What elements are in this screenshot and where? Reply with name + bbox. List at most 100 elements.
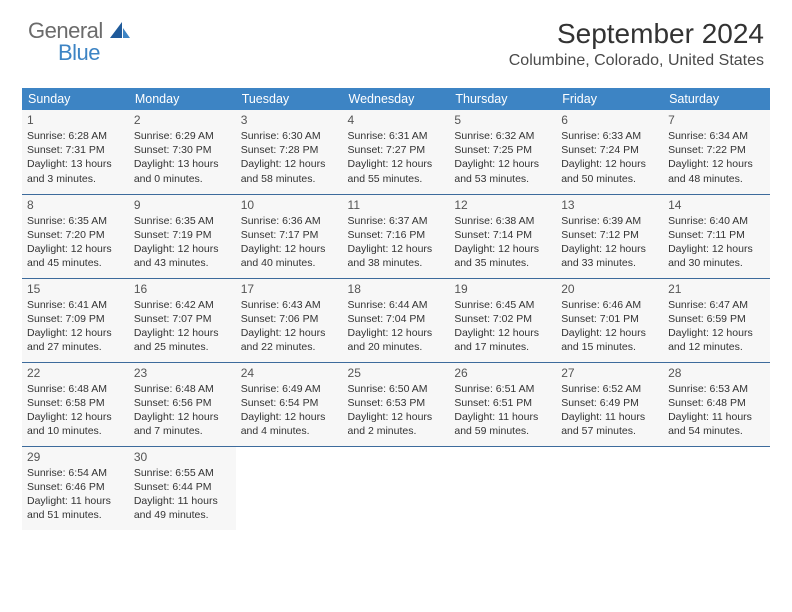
daylight-line: Daylight: 12 hours and 10 minutes. [27, 410, 124, 438]
daylight-line: Daylight: 12 hours and 4 minutes. [241, 410, 338, 438]
sunset-line: Sunset: 7:06 PM [241, 312, 338, 326]
sunset-line: Sunset: 7:14 PM [454, 228, 551, 242]
sunrise-line: Sunrise: 6:55 AM [134, 466, 231, 480]
sunset-line: Sunset: 7:12 PM [561, 228, 658, 242]
sunrise-line: Sunrise: 6:47 AM [668, 298, 765, 312]
day-number: 27 [561, 366, 658, 380]
sunrise-line: Sunrise: 6:33 AM [561, 129, 658, 143]
calendar-day-cell: 30Sunrise: 6:55 AMSunset: 6:44 PMDayligh… [129, 446, 236, 530]
day-number: 1 [27, 113, 124, 127]
weekday-header: Wednesday [343, 88, 450, 110]
calendar-day-cell: 15Sunrise: 6:41 AMSunset: 7:09 PMDayligh… [22, 278, 129, 362]
sunset-line: Sunset: 7:01 PM [561, 312, 658, 326]
sunset-line: Sunset: 6:53 PM [348, 396, 445, 410]
daylight-line: Daylight: 11 hours and 57 minutes. [561, 410, 658, 438]
calendar-week-row: 22Sunrise: 6:48 AMSunset: 6:58 PMDayligh… [22, 362, 770, 446]
sunrise-line: Sunrise: 6:31 AM [348, 129, 445, 143]
sunrise-line: Sunrise: 6:46 AM [561, 298, 658, 312]
daylight-line: Daylight: 12 hours and 17 minutes. [454, 326, 551, 354]
calendar-empty-cell [556, 446, 663, 530]
day-number: 2 [134, 113, 231, 127]
daylight-line: Daylight: 12 hours and 55 minutes. [348, 157, 445, 185]
sunrise-line: Sunrise: 6:40 AM [668, 214, 765, 228]
daylight-line: Daylight: 12 hours and 27 minutes. [27, 326, 124, 354]
calendar-day-cell: 13 Sunrise: 6:39 AMSunset: 7:12 PMDayligh… [556, 194, 663, 278]
logo-sail-icon [110, 22, 132, 38]
calendar-empty-cell [343, 446, 450, 530]
day-number: 9 [134, 198, 231, 212]
daylight-line: Daylight: 12 hours and 50 minutes. [561, 157, 658, 185]
calendar-table: SundayMondayTuesdayWednesdayThursdayFrid… [22, 88, 770, 530]
daylight-line: Daylight: 12 hours and 33 minutes. [561, 242, 658, 270]
calendar-empty-cell [449, 446, 556, 530]
daylight-line: Daylight: 12 hours and 38 minutes. [348, 242, 445, 270]
day-number: 3 [241, 113, 338, 127]
daylight-line: Daylight: 12 hours and 15 minutes. [561, 326, 658, 354]
sunset-line: Sunset: 7:27 PM [348, 143, 445, 157]
day-number: 10 [241, 198, 338, 212]
sunset-line: Sunset: 6:51 PM [454, 396, 551, 410]
sunrise-line: Sunrise: 6:50 AM [348, 382, 445, 396]
calendar-day-cell: 14Sunrise: 6:40 AMSunset: 7:11 PMDayligh… [663, 194, 770, 278]
daylight-line: Daylight: 12 hours and 35 minutes. [454, 242, 551, 270]
daylight-line: Daylight: 12 hours and 48 minutes. [668, 157, 765, 185]
sunset-line: Sunset: 6:56 PM [134, 396, 231, 410]
sunset-line: Sunset: 7:02 PM [454, 312, 551, 326]
sunset-line: Sunset: 7:17 PM [241, 228, 338, 242]
weekday-header-row: SundayMondayTuesdayWednesdayThursdayFrid… [22, 88, 770, 110]
day-number: 20 [561, 282, 658, 296]
daylight-line: Daylight: 12 hours and 53 minutes. [454, 157, 551, 185]
calendar-day-cell: 7Sunrise: 6:34 AMSunset: 7:22 PMDaylight… [663, 110, 770, 194]
sunset-line: Sunset: 6:46 PM [27, 480, 124, 494]
calendar-week-row: 1Sunrise: 6:28 AMSunset: 7:31 PMDaylight… [22, 110, 770, 194]
daylight-line: Daylight: 11 hours and 49 minutes. [134, 494, 231, 522]
daylight-line: Daylight: 11 hours and 59 minutes. [454, 410, 551, 438]
calendar-day-cell: 20 Sunrise: 6:46 AMSunset: 7:01 PMDayligh… [556, 278, 663, 362]
calendar-empty-cell [236, 446, 343, 530]
sunrise-line: Sunrise: 6:48 AM [134, 382, 231, 396]
calendar-week-row: 15Sunrise: 6:41 AMSunset: 7:09 PMDayligh… [22, 278, 770, 362]
daylight-line: Daylight: 12 hours and 30 minutes. [668, 242, 765, 270]
sunset-line: Sunset: 6:49 PM [561, 396, 658, 410]
calendar-day-cell: 11Sunrise: 6:37 AMSunset: 7:16 PMDayligh… [343, 194, 450, 278]
sunrise-line: Sunrise: 6:45 AM [454, 298, 551, 312]
day-number: 26 [454, 366, 551, 380]
day-number: 4 [348, 113, 445, 127]
day-number: 8 [27, 198, 124, 212]
sunset-line: Sunset: 6:54 PM [241, 396, 338, 410]
sunset-line: Sunset: 7:22 PM [668, 143, 765, 157]
weekday-header: Sunday [22, 88, 129, 110]
calendar-day-cell: 23Sunrise: 6:48 AMSunset: 6:56 PMDayligh… [129, 362, 236, 446]
sunset-line: Sunset: 7:11 PM [668, 228, 765, 242]
sunrise-line: Sunrise: 6:35 AM [134, 214, 231, 228]
day-number: 15 [27, 282, 124, 296]
day-number: 6 [561, 113, 658, 127]
logo-text-blue: Blue [58, 40, 100, 65]
calendar-day-cell: 3Sunrise: 6:30 AMSunset: 7:28 PMDaylight… [236, 110, 343, 194]
day-number: 28 [668, 366, 765, 380]
day-number: 21 [668, 282, 765, 296]
daylight-line: Daylight: 11 hours and 54 minutes. [668, 410, 765, 438]
day-number: 13 [561, 198, 658, 212]
sunset-line: Sunset: 7:28 PM [241, 143, 338, 157]
sunset-line: Sunset: 7:31 PM [27, 143, 124, 157]
day-number: 12 [454, 198, 551, 212]
calendar-day-cell: 8Sunrise: 6:35 AMSunset: 7:20 PMDaylight… [22, 194, 129, 278]
sunrise-line: Sunrise: 6:43 AM [241, 298, 338, 312]
day-number: 22 [27, 366, 124, 380]
calendar-day-cell: 4 Sunrise: 6:31 AMSunset: 7:27 PMDaylight… [343, 110, 450, 194]
sunset-line: Sunset: 7:16 PM [348, 228, 445, 242]
daylight-line: Daylight: 13 hours and 0 minutes. [134, 157, 231, 185]
sunrise-line: Sunrise: 6:53 AM [668, 382, 765, 396]
daylight-line: Daylight: 12 hours and 58 minutes. [241, 157, 338, 185]
sunrise-line: Sunrise: 6:54 AM [27, 466, 124, 480]
day-number: 5 [454, 113, 551, 127]
sunrise-line: Sunrise: 6:39 AM [561, 214, 658, 228]
calendar-day-cell: 28Sunrise: 6:53 AMSunset: 6:48 PMDayligh… [663, 362, 770, 446]
sunrise-line: Sunrise: 6:29 AM [134, 129, 231, 143]
sunset-line: Sunset: 7:20 PM [27, 228, 124, 242]
sunrise-line: Sunrise: 6:41 AM [27, 298, 124, 312]
sunset-line: Sunset: 7:30 PM [134, 143, 231, 157]
calendar-day-cell: 18Sunrise: 6:44 AMSunset: 7:04 PMDayligh… [343, 278, 450, 362]
title-block: September 2024 Columbine, Colorado, Unit… [509, 18, 764, 70]
